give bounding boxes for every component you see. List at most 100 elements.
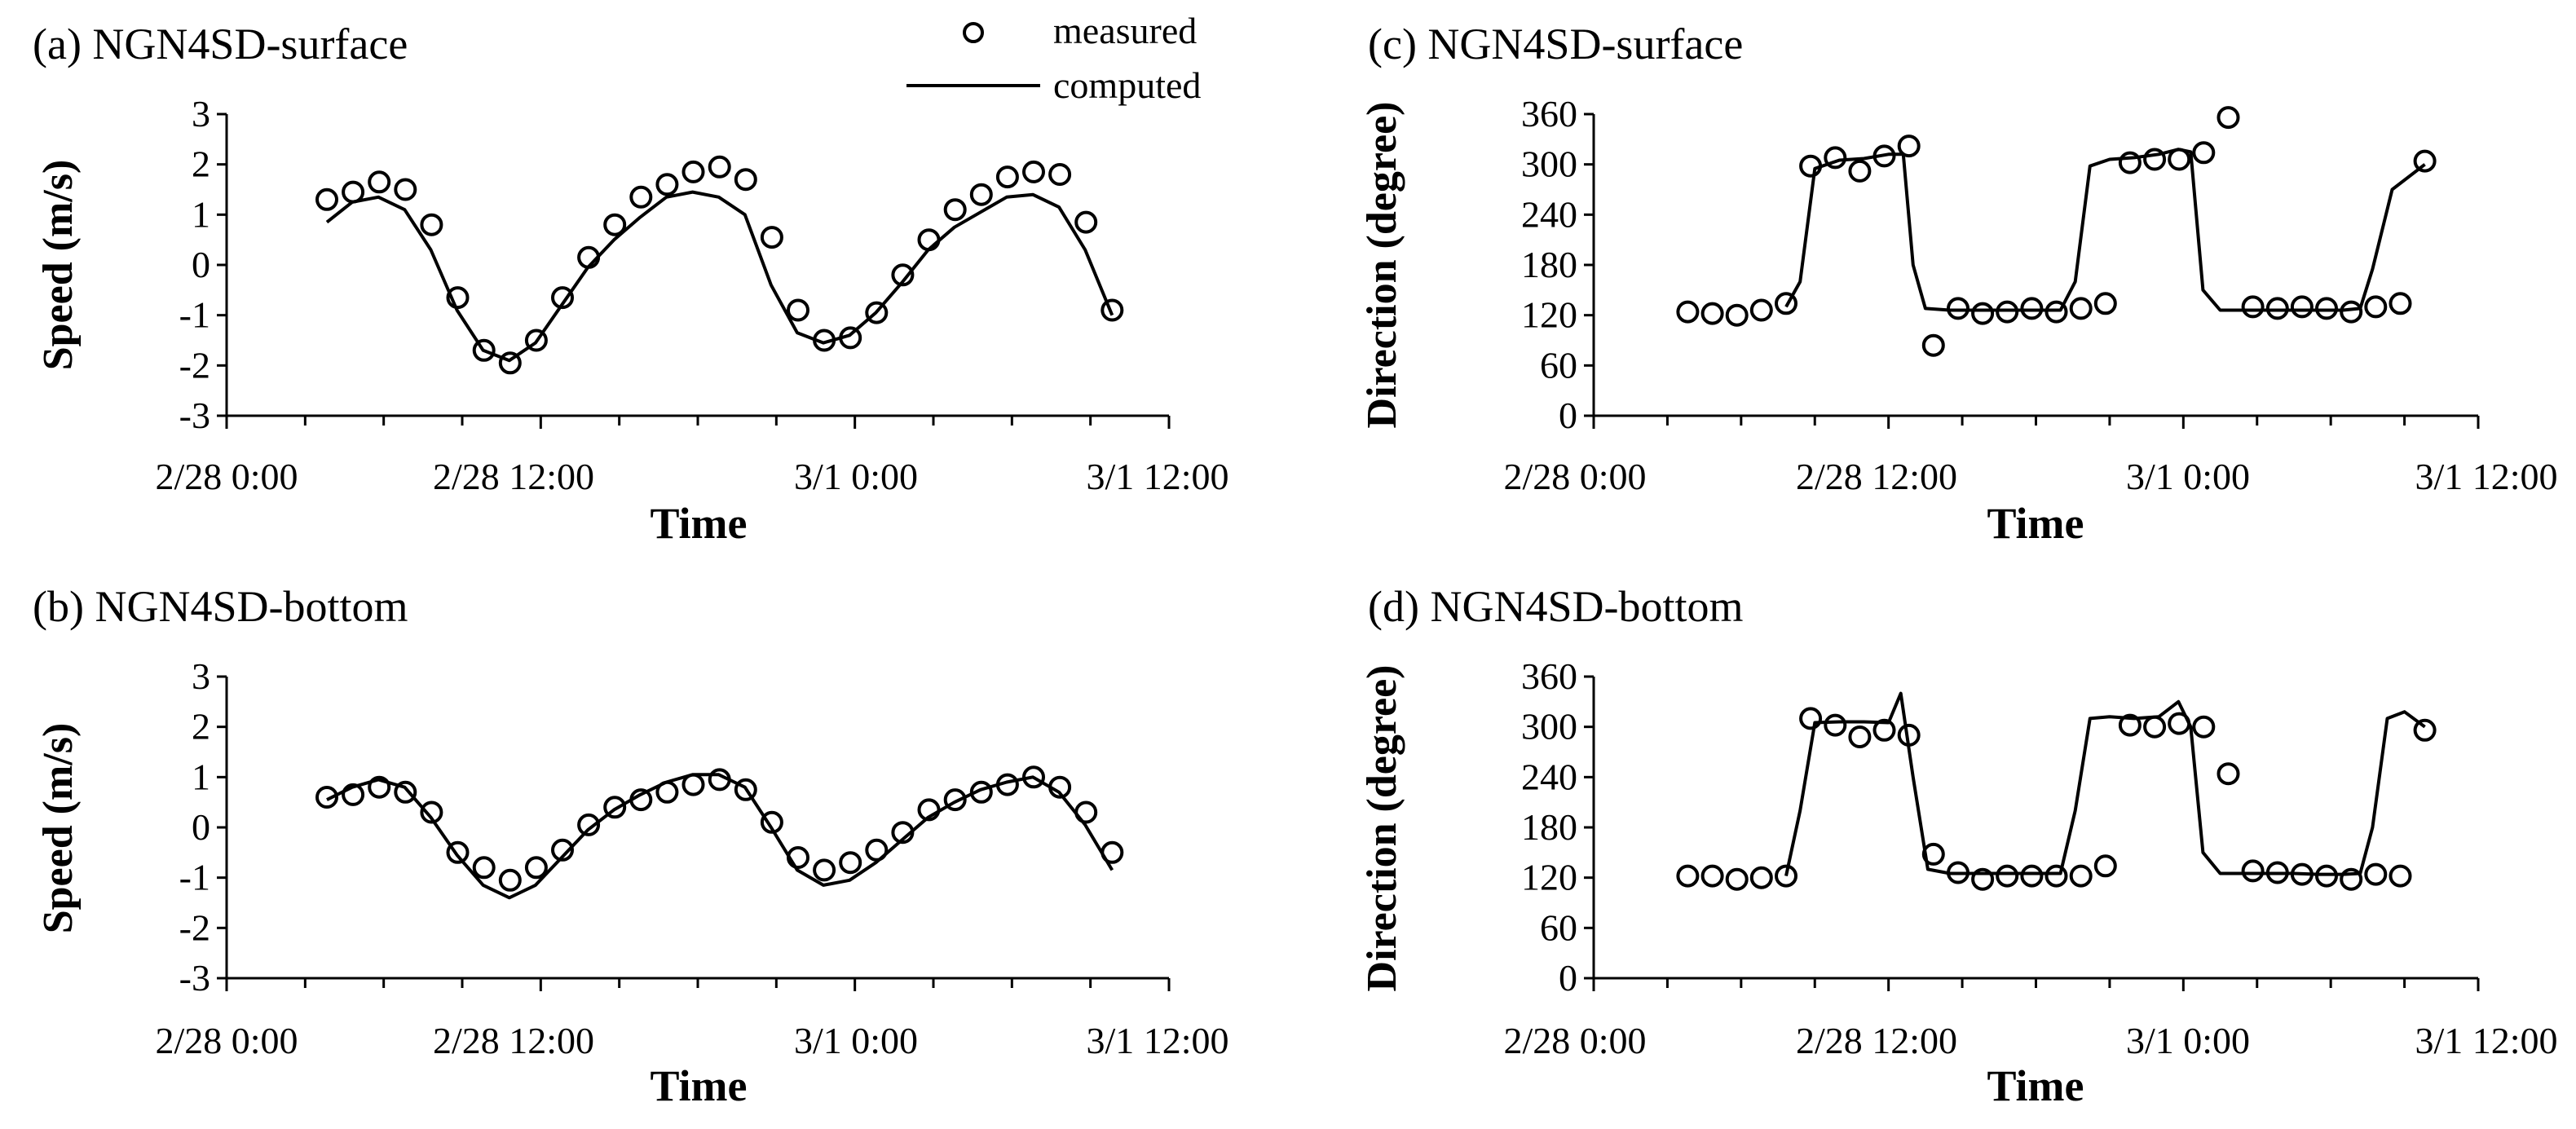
- panel-c-measured-point-13: [1996, 300, 2019, 324]
- panel-b-xtick-label-0: 2/28 0:00: [155, 1020, 298, 1061]
- panel-a-measured-point-19: [813, 329, 836, 352]
- panel-b-ytick-label-1: 2: [192, 706, 210, 748]
- panel-a-measured-point-4: [420, 213, 443, 236]
- panel-a-xtick-label-1: 2/28 12:00: [433, 456, 594, 497]
- panel-b-measured-point-10: [577, 813, 601, 836]
- panel-c-measured-point-30: [2413, 149, 2437, 173]
- panel-c-measured-point-9: [1897, 135, 1921, 158]
- panel-a-measured-point-18: [787, 298, 809, 322]
- panel-d-measured-point-7: [1848, 725, 1872, 748]
- panel-c-measured-point-19: [2143, 148, 2167, 171]
- panel-c-measured-point-29: [2389, 292, 2412, 315]
- panel-c-measured-point-10: [1921, 333, 1945, 357]
- panel-a-measured-point-10: [577, 245, 601, 269]
- panel-c-measured-point-14: [2020, 297, 2044, 320]
- panel-d-computed-line: [1784, 691, 2426, 877]
- panel-b-measured-point-3: [394, 780, 417, 804]
- panel-d-ytick-label-6: 0: [1559, 957, 1577, 999]
- panel-a-ytick-label-5: -2: [179, 344, 210, 386]
- panel-b-measured-point-1: [342, 783, 365, 806]
- panel-a-measured-point-5: [446, 286, 470, 310]
- panel-b-title: (b) NGN4SD-bottom: [33, 582, 408, 631]
- panel-b-xtick-label-3: 3/1 12:00: [1086, 1020, 1228, 1061]
- legend: measured computed: [906, 10, 1201, 106]
- panel-a-measured-point-14: [681, 160, 705, 183]
- panel-c-measured-point-12: [1971, 302, 1995, 325]
- panel-c-measured-point-27: [2340, 300, 2363, 324]
- panel-d-xlabel: Time: [1987, 1061, 2084, 1110]
- panel-a-measured-point-23: [917, 228, 941, 252]
- panel-d-measured-point-5: [1799, 707, 1823, 730]
- panel-d-measured-point-6: [1824, 713, 1847, 737]
- panel-d-measured-point-14: [2020, 864, 2044, 888]
- panel-b-measured-point-11: [603, 796, 627, 819]
- panel-d-ytick-label-1: 300: [1521, 706, 1577, 748]
- panel-b-measured-point-27: [1022, 765, 1045, 789]
- panel-a-ytick-label-1: 2: [192, 143, 210, 185]
- panel-d-measured-point-13: [1996, 864, 2019, 888]
- panel-d-ytick-label-5: 60: [1540, 906, 1577, 948]
- panel-d-xtick-label-0: 2/28 0:00: [1503, 1020, 1646, 1061]
- panel-d-measured-point-29: [2389, 864, 2412, 888]
- panel-c-title: (c) NGN4SD-surface: [1368, 20, 1743, 68]
- panel-a-xlabel: Time: [651, 499, 748, 548]
- panel-a-ytick-label-4: -1: [179, 294, 210, 336]
- panel-d-measured-point-18: [2118, 713, 2142, 737]
- panel-d-measured-point-20: [2168, 712, 2191, 735]
- panel-a-measured-point-28: [1048, 163, 1072, 186]
- panel-b-measured-point-7: [498, 868, 522, 892]
- panel-b-ytick-label-3: 0: [192, 806, 210, 848]
- panel-b-measured-point-0: [315, 786, 338, 809]
- panel-d-measured-point-15: [2044, 864, 2068, 888]
- panel-a-measured-point-8: [524, 329, 548, 352]
- panel-c-ytick-label-6: 0: [1559, 395, 1577, 436]
- panel-c-ytick-label-1: 300: [1521, 143, 1577, 185]
- panel-a-measured-point-26: [995, 165, 1019, 189]
- panel-c-direction-surface: (c) NGN4SD-surface Direction (degree) Ti…: [1359, 20, 2558, 548]
- panel-a-ytick-label-2: 1: [192, 193, 210, 235]
- panel-c-ytick-label-0: 360: [1521, 93, 1577, 135]
- panel-c-measured-point-0: [1676, 300, 1700, 324]
- panel-c-measured-point-6: [1824, 146, 1847, 170]
- panel-c-ylabel: Direction (degree): [1359, 102, 1405, 429]
- panel-d-measured-point-27: [2340, 867, 2363, 891]
- panel-c-computed-line: [1784, 148, 2426, 312]
- panel-a-measured-point-21: [865, 301, 889, 324]
- panel-d-measured-point-26: [2315, 864, 2338, 888]
- panel-b-measured-point-2: [368, 775, 391, 799]
- panel-c-measured-point-4: [1775, 292, 1797, 315]
- panel-d-measured-point-2: [1725, 867, 1749, 891]
- panel-b-measured-point-4: [420, 800, 443, 824]
- panel-a-measured-point-2: [368, 170, 391, 194]
- panel-c-measured-point-24: [2265, 297, 2289, 320]
- panel-d-xtick-label-2: 3/1 0:00: [2126, 1020, 2250, 1061]
- panel-b-measured-point-22: [891, 821, 915, 845]
- panel-b-ylabel: Speed (m/s): [35, 723, 82, 934]
- panel-d-measured-point-3: [1749, 866, 1773, 889]
- panel-b-computed-line: [326, 773, 1114, 900]
- panel-a-measured-point-9: [551, 286, 574, 310]
- panel-a-xtick-label-0: 2/28 0:00: [155, 456, 298, 497]
- panel-c-measured-point-1: [1700, 302, 1724, 325]
- panel-b-measured-point-15: [708, 768, 731, 792]
- panel-c-measured-point-20: [2168, 148, 2191, 171]
- panel-d-measured-point-19: [2143, 715, 2167, 739]
- panel-d-xtick-label-3: 3/1 12:00: [2415, 1020, 2557, 1061]
- legend-measured-label: measured: [1053, 10, 1197, 51]
- panel-b-measured-point-29: [1074, 800, 1098, 824]
- panel-b-measured-point-13: [655, 780, 679, 804]
- panel-b-ytick-label-6: -3: [179, 957, 210, 999]
- panel-a-measured-point-20: [839, 326, 862, 350]
- panel-d-measured-point-21: [2192, 715, 2216, 739]
- panel-a-measured-point-22: [891, 263, 915, 287]
- panel-d-measured-point-10: [1921, 842, 1945, 866]
- panel-b-ytick-label-2: 1: [192, 756, 210, 797]
- panel-c-measured-point-7: [1848, 159, 1872, 183]
- panel-c-measured-point-26: [2315, 297, 2338, 320]
- panel-a-measured-point-16: [734, 168, 757, 192]
- panel-a-measured-point-0: [315, 187, 338, 211]
- panel-c-measured-point-21: [2192, 141, 2216, 165]
- panel-a-measured-point-7: [498, 351, 522, 375]
- panel-b-measured-point-21: [865, 838, 889, 862]
